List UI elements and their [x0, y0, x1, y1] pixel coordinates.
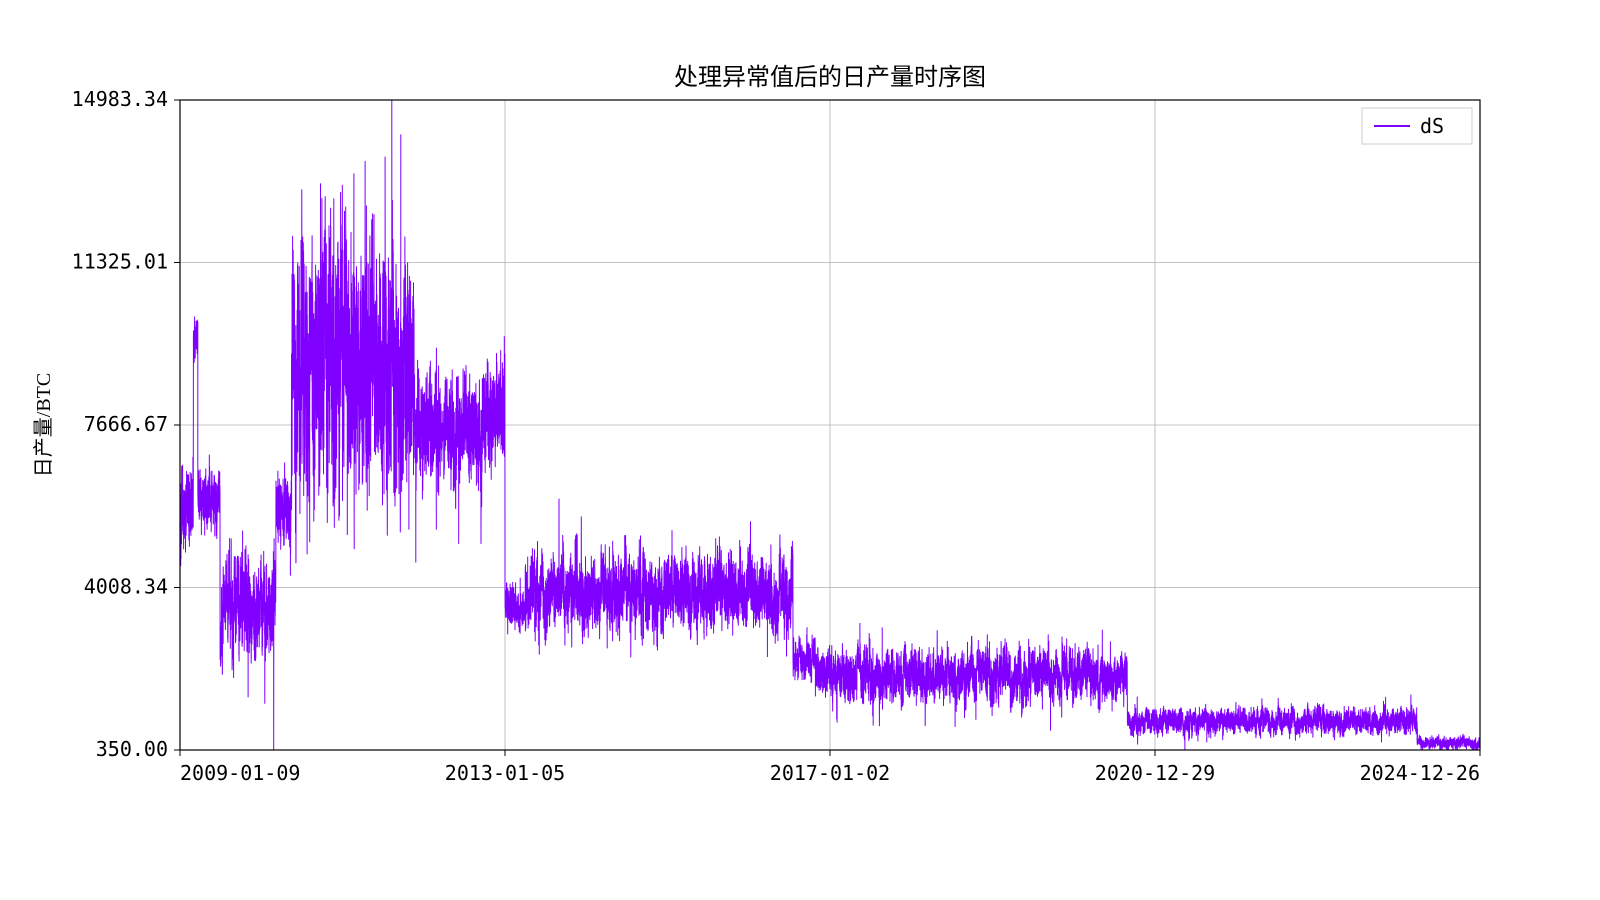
svg-text:14983.34: 14983.34 — [72, 87, 168, 111]
x-ticks: 2009-01-09 2013-01-05 2017-01-02 2020-12-29… — [180, 750, 1480, 785]
chart-container: 2009-01-09 2013-01-05 2017-01-02 2020-12-29… — [0, 0, 1600, 900]
legend: dS — [1362, 108, 1472, 144]
svg-text:2017-01-02: 2017-01-02 — [770, 761, 890, 785]
y-axis-label: 日产量/BTC — [32, 373, 55, 477]
svg-text:4008.34: 4008.34 — [84, 574, 168, 598]
svg-text:2009-01-09: 2009-01-09 — [180, 761, 300, 785]
chart-title: 处理异常值后的日产量时序图 — [674, 64, 986, 91]
svg-text:2020-12-29: 2020-12-29 — [1095, 761, 1215, 785]
timeseries-chart: 2009-01-09 2013-01-05 2017-01-02 2020-12-29… — [0, 0, 1600, 900]
svg-text:2013-01-05: 2013-01-05 — [445, 761, 565, 785]
svg-text:350.00: 350.00 — [96, 737, 168, 761]
svg-text:7666.67: 7666.67 — [84, 412, 168, 436]
y-ticks: 350.00 4008.34 7666.67 11325.01 14983.34 — [72, 87, 180, 761]
svg-text:11325.01: 11325.01 — [72, 249, 168, 273]
legend-label: dS — [1420, 114, 1444, 138]
svg-text:2024-12-26: 2024-12-26 — [1360, 761, 1480, 785]
